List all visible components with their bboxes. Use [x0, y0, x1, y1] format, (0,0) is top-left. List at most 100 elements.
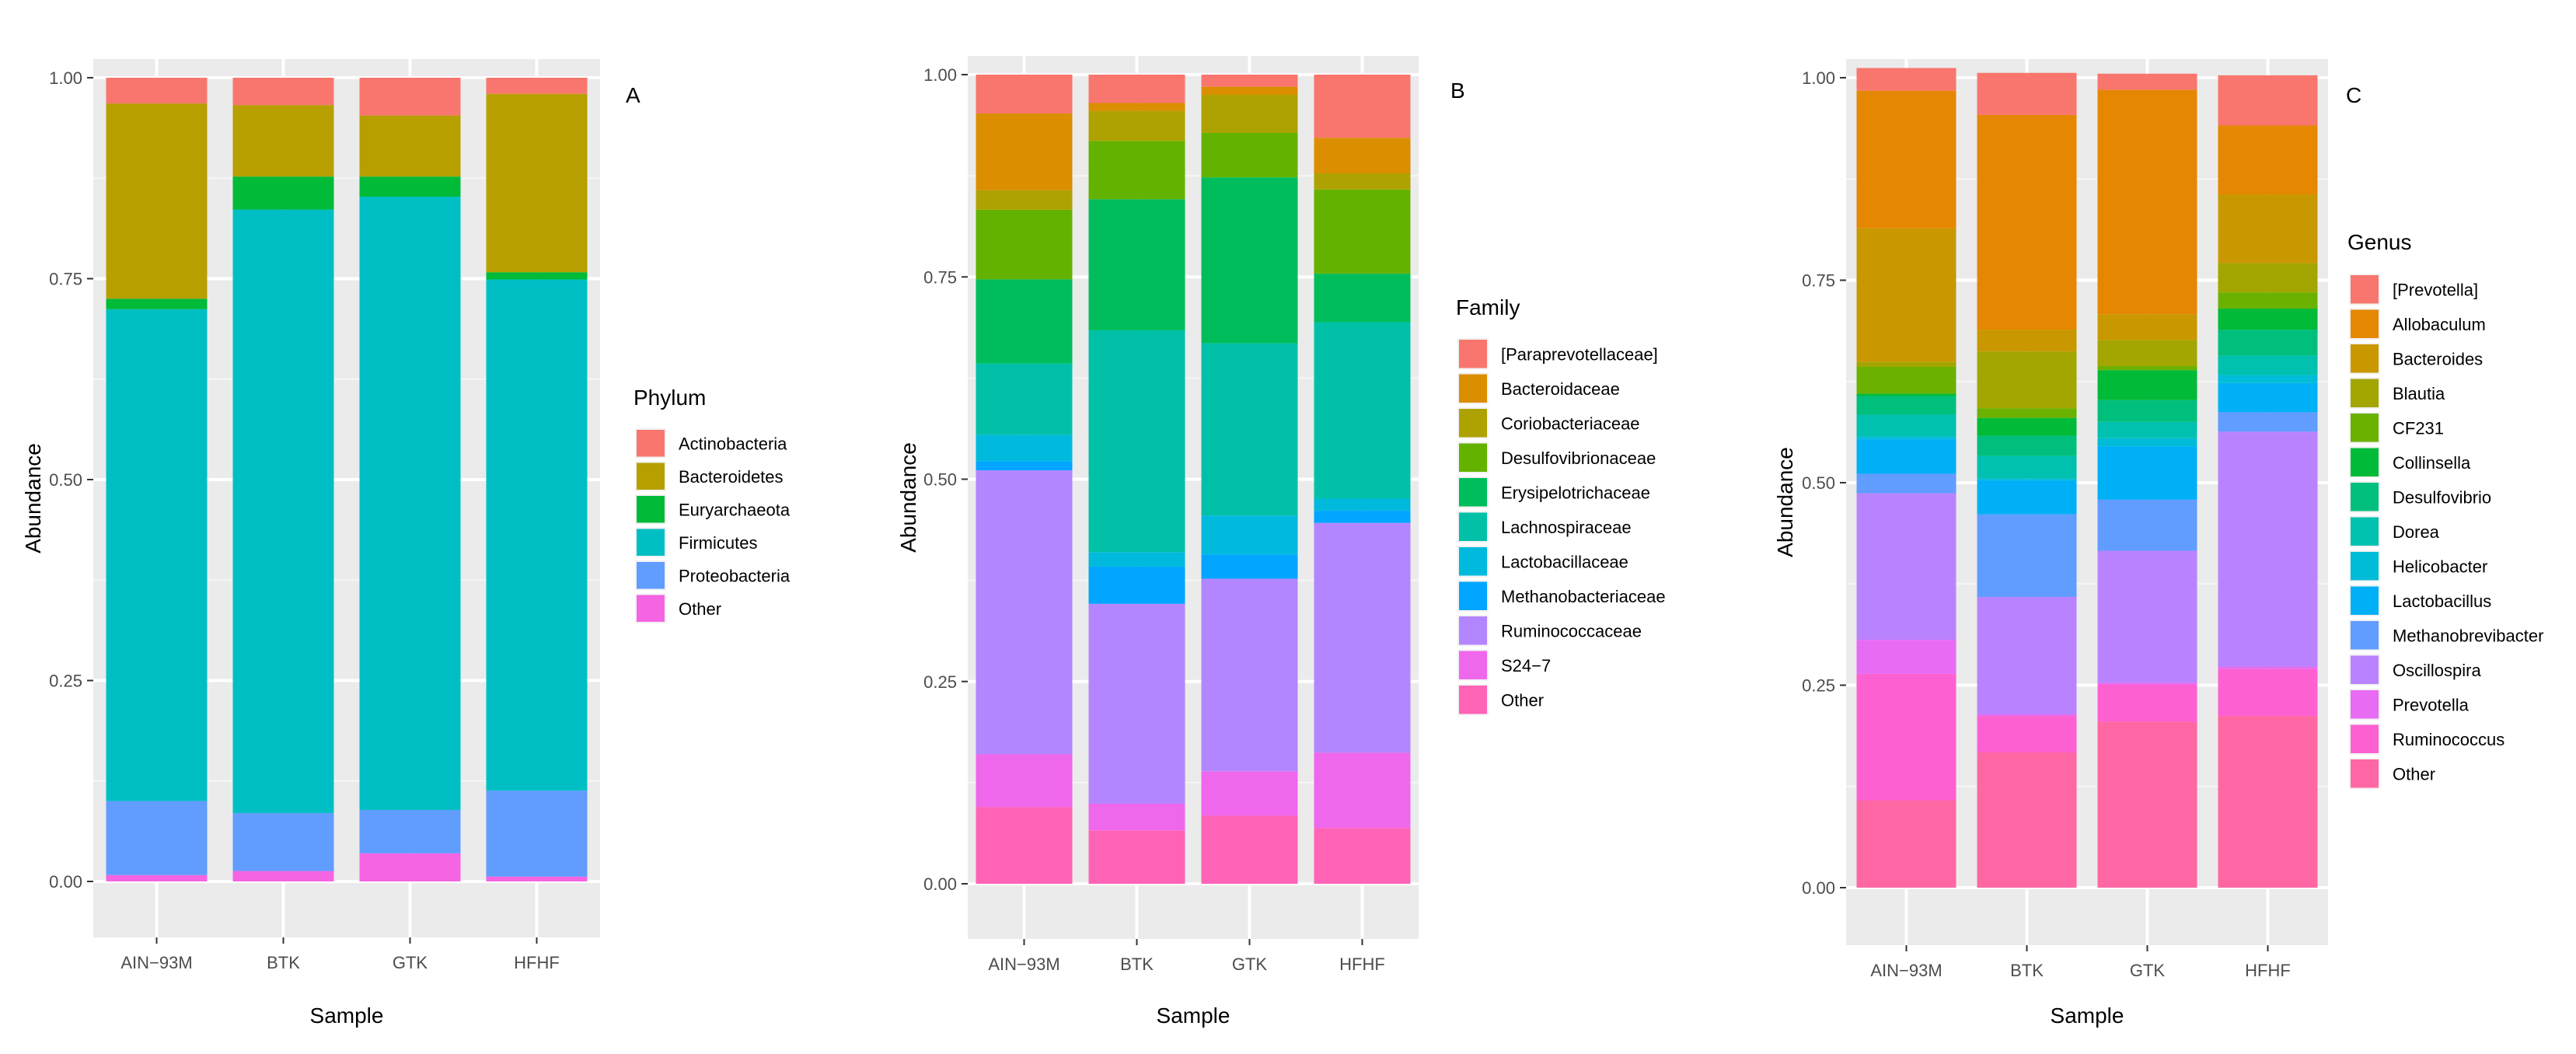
panel-b-xlabel: Sample: [1157, 1003, 1230, 1028]
bar-segment-a-3-0: [486, 78, 588, 94]
bar-segment-c-3-4: [2218, 292, 2318, 309]
bar-segment-b-2-1: [1201, 86, 1298, 96]
bar-segment-c-2-11: [2097, 550, 2197, 683]
panel-a-ytick-label: 0.75: [49, 270, 82, 289]
bar-segment-c-0-2: [1856, 228, 1956, 362]
bar-segment-b-0-5: [976, 363, 1073, 435]
bar-segment-c-2-7: [2097, 421, 2197, 438]
bar-segment-c-3-6: [2218, 330, 2318, 356]
bar-segment-a-3-4: [486, 790, 588, 877]
bar-segment-b-0-0: [976, 75, 1073, 113]
bar-segment-b-0-9: [976, 754, 1073, 808]
panel-b-xtick-label: BTK: [1120, 955, 1154, 974]
legend-key-c-8: [2351, 552, 2379, 581]
bar-segment-b-3-3: [1314, 189, 1411, 274]
legend-label-c-1: Allobaculum: [2393, 315, 2486, 334]
panel-c-letter: C: [2346, 83, 2361, 107]
legend-label-c-10: Methanobrevibacter: [2393, 626, 2543, 645]
panel-b-ytick-label: 0.75: [923, 267, 957, 287]
bar-segment-b-0-10: [976, 807, 1073, 884]
panel-c-y-axis: 0.00 0.25 0.50 0.75 1.00: [1802, 68, 1846, 898]
bar-segment-a-1-1: [232, 105, 334, 177]
panel-c-ytick-label: 0.25: [1802, 676, 1835, 696]
bar-segment-b-1-10: [1088, 830, 1185, 884]
panel-b-ytick-label: 0.25: [923, 672, 957, 692]
bar-segment-b-3-10: [1314, 828, 1411, 884]
panel-c-xtick-label: BTK: [2010, 961, 2044, 980]
bar-segment-a-2-1: [359, 115, 461, 177]
legend-label-c-5: Collinsella: [2393, 453, 2471, 473]
bar-segment-b-2-4: [1201, 177, 1298, 344]
panel-a-ytick-label: 0.50: [49, 470, 82, 490]
bar-segment-c-2-14: [2097, 721, 2197, 888]
panel-a-x-axis: AIN−93M BTK GTK HFHF: [120, 937, 560, 972]
panel-c-xlabel: Sample: [2051, 1003, 2124, 1028]
legend-label-b-6: Lactobacillaceae: [1501, 552, 1628, 571]
legend-key-b-1: [1459, 374, 1487, 403]
legend-key-c-9: [2351, 586, 2379, 615]
bar-segment-b-1-2: [1088, 110, 1185, 141]
legend-key-c-7: [2351, 517, 2379, 546]
panel-c-legend: Genus [Prevotella] Allobaculum Bacteroides…: [2347, 230, 2543, 790]
bar-segment-c-3-1: [2218, 125, 2318, 195]
panel-b-ylabel: Abundance: [896, 442, 920, 553]
bar-segment-c-0-3: [1856, 361, 1956, 367]
legend-label-c-13: Ruminococcus: [2393, 730, 2504, 749]
legend-key-b-3: [1459, 443, 1487, 472]
legend-key-b-2: [1459, 409, 1487, 438]
bar-segment-b-2-7: [1201, 554, 1298, 579]
legend-key-c-11: [2351, 655, 2379, 684]
panel-a-bars: [106, 78, 588, 881]
panel-c-xtick-label: HFHF: [2245, 961, 2291, 980]
bar-segment-c-1-3: [1977, 351, 2077, 409]
panel-a-xtick-label: BTK: [267, 953, 300, 972]
legend-key-c-14: [2351, 759, 2379, 788]
legend-label-c-12: Prevotella: [2393, 695, 2470, 714]
panel-a-ylabel: Abundance: [21, 443, 45, 553]
bar-segment-b-2-3: [1201, 132, 1298, 178]
bar-segment-c-0-4: [1856, 366, 1956, 394]
bar-segment-c-2-13: [2097, 684, 2197, 722]
bar-segment-a-0-5: [106, 874, 208, 881]
legend-key-c-2: [2351, 344, 2379, 373]
bar-segment-c-2-8: [2097, 438, 2197, 447]
bar-segment-c-1-10: [1977, 514, 2077, 597]
bar-segment-c-0-11: [1856, 493, 1956, 640]
bar-segment-c-3-7: [2218, 355, 2318, 375]
legend-key-c-10: [2351, 621, 2379, 650]
bar-segment-c-0-13: [1856, 673, 1956, 801]
bar-segment-a-0-4: [106, 801, 208, 875]
bar-segment-b-0-6: [976, 435, 1073, 462]
panel-b-ytick-label: 0.00: [923, 874, 957, 894]
bar-segment-c-2-1: [2097, 89, 2197, 315]
bar-segment-b-1-9: [1088, 803, 1185, 831]
bar-segment-a-2-4: [359, 809, 461, 853]
legend-label-c-7: Dorea: [2393, 522, 2440, 542]
panel-c-bars: [1856, 68, 2318, 888]
panel-b-ytick-label: 0.50: [923, 470, 957, 490]
legend-key-b-4: [1459, 478, 1487, 507]
bar-segment-c-0-12: [1856, 640, 1956, 674]
bar-segment-c-3-14: [2218, 716, 2318, 888]
legend-label-c-6: Desulfovibrio: [2393, 487, 2491, 507]
legend-key-a-3: [637, 529, 665, 556]
panel-b: 0.00 0.25 0.50 0.75 1.00 AIN−93M BTK GTK HFHF A…: [896, 56, 1666, 1028]
panel-b-xtick-label: HFHF: [1339, 955, 1385, 974]
bar-segment-a-3-5: [486, 876, 588, 881]
bar-segment-c-2-10: [2097, 499, 2197, 551]
legend-key-a-5: [637, 595, 665, 622]
panel-a-ytick-label: 0.25: [49, 672, 82, 691]
bar-segment-c-1-9: [1977, 480, 2077, 515]
legend-label-b-9: S24−7: [1501, 656, 1551, 675]
bar-segment-b-3-0: [1314, 75, 1411, 138]
bar-segment-b-1-8: [1088, 603, 1185, 804]
bar-segment-b-0-3: [976, 209, 1073, 280]
bar-segment-c-2-5: [2097, 370, 2197, 400]
panel-a-ytick-label: 0.00: [49, 872, 82, 892]
panel-b-ytick-label: 1.00: [923, 65, 957, 85]
panel-a-y-axis: 0.00 0.25 0.50 0.75 1.00: [49, 68, 93, 892]
legend-label-b-1: Bacteroidaceae: [1501, 379, 1620, 399]
bar-segment-c-0-5: [1856, 393, 1956, 396]
bar-segment-a-2-2: [359, 176, 461, 197]
